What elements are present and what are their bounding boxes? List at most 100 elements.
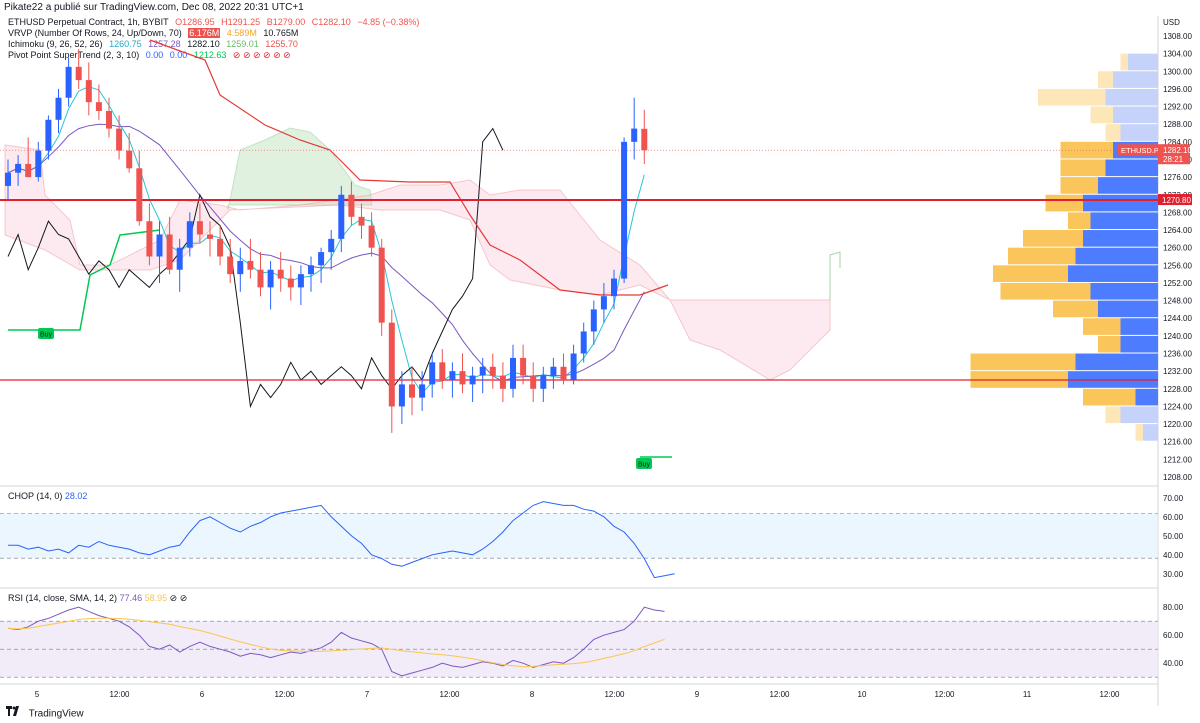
candle-body xyxy=(641,128,648,151)
candle-body xyxy=(530,375,537,389)
candle-body xyxy=(479,366,486,376)
price-tick-label: 1240.00 xyxy=(1163,332,1192,341)
volume-profile-up xyxy=(1068,265,1158,282)
rsi-line xyxy=(7,606,665,677)
volume-profile-down xyxy=(970,353,1076,371)
buy-label: Buy xyxy=(40,332,53,339)
ichimoku-cloud-red xyxy=(4,144,831,381)
symbol-title: ETHUSD Perpetual Contract, 1h, BYBIT xyxy=(8,17,169,27)
price-tick-label: 1228.00 xyxy=(1163,385,1192,394)
supertrend-line xyxy=(8,229,161,331)
rsi-band xyxy=(0,621,1158,678)
candle-body xyxy=(106,110,112,129)
symbol-legend[interactable]: ETHUSD Perpetual Contract, 1h, BYBIT O12… xyxy=(8,17,423,28)
volume-profile-down xyxy=(1068,212,1091,230)
candle-body xyxy=(378,247,385,323)
candle-body xyxy=(540,375,547,389)
candle-body xyxy=(55,97,62,120)
candle-body xyxy=(388,322,395,407)
candle-body xyxy=(85,80,92,103)
supertrend-markers: ⊘ ⊘ ⊘ ⊘ ⊘ ⊘ xyxy=(232,50,291,60)
price-tick-label: 1220.00 xyxy=(1163,420,1192,429)
last-price-badge xyxy=(1158,144,1190,165)
volume-profile-up xyxy=(1120,406,1158,424)
candle-body xyxy=(217,238,224,257)
volume-profile-up xyxy=(1075,247,1158,265)
volume-profile-up xyxy=(1105,88,1158,106)
time-tick-label: 10 xyxy=(858,690,867,699)
rsi-value: 77.46 xyxy=(119,593,143,603)
volume-profile-down xyxy=(1045,194,1083,212)
volume-profile-down xyxy=(1060,177,1098,194)
price-tick-label: 1264.00 xyxy=(1163,226,1192,235)
volume-profile-down xyxy=(1083,388,1136,406)
volume-profile-up xyxy=(1120,335,1158,353)
chop-legend[interactable]: CHOP (14, 0) 28.02 xyxy=(8,491,87,501)
rsi-markers: ⊘ ⊘ xyxy=(169,593,188,603)
level-price-label: 1270.80 xyxy=(1162,196,1191,205)
buy-signal-label: Buy xyxy=(636,458,652,469)
supertrend-v2: 0.00 xyxy=(169,50,188,60)
ichimoku-v3: 1282.10 xyxy=(187,39,220,49)
price-tick-label: 1284.00 xyxy=(1163,138,1192,147)
candle-body xyxy=(196,221,203,235)
ohlc-high: H1291.25 xyxy=(221,17,261,27)
candle-body xyxy=(247,260,254,270)
rsi-tick-label: 80.00 xyxy=(1163,603,1184,612)
rsi-title: RSI (14, close, SMA, 14, 2) xyxy=(8,593,118,603)
time-tick-label: 12:00 xyxy=(439,690,460,699)
candle-body xyxy=(207,234,213,239)
time-axis[interactable]: 5 12:00 6 12:00 7 12:00 8 12:00 9 12:00 10 12:00 11 1… xyxy=(35,690,1120,699)
buy-badge xyxy=(636,458,652,469)
candle-body xyxy=(510,357,516,389)
price-axis[interactable]: USD 1308.00 1304.00 1300.00 1296.00 1292.00 12… xyxy=(1118,18,1192,482)
volume-profile-down xyxy=(1008,247,1076,265)
volume-profile-down xyxy=(993,265,1068,282)
vrvp-title: VRVP (Number Of Rows, 24, Up/Down, 70) xyxy=(8,28,182,38)
volume-profile-down xyxy=(1023,230,1083,247)
symbol-price-label: ETHUSD.P xyxy=(1121,146,1159,155)
candle-body xyxy=(126,150,133,169)
rsi-ma-value: 58.95 xyxy=(144,593,168,603)
ichimoku-legend[interactable]: Ichimoku (9, 26, 52, 26) 1260.75 1257.28… xyxy=(8,39,302,50)
candle-body xyxy=(439,362,446,380)
volume-profile-up xyxy=(1120,124,1158,141)
candle-body xyxy=(257,269,264,288)
tradingview-brand: TradingView xyxy=(28,708,84,720)
candle-body xyxy=(409,384,415,398)
chop-line xyxy=(8,501,675,579)
volume-profile-down xyxy=(1090,106,1113,124)
buy-label: Buy xyxy=(638,462,651,469)
volume-profile-down xyxy=(1000,282,1091,300)
price-tick-label: 1308.00 xyxy=(1163,32,1192,41)
time-tick-label: 6 xyxy=(200,690,205,699)
rsi-tick-label: 40.00 xyxy=(1163,659,1184,668)
candle-body xyxy=(368,225,375,248)
last-price-label: 1282.10 xyxy=(1163,146,1192,155)
time-tick-label: 8 xyxy=(530,690,535,699)
supertrend-title: Pivot Point SuperTrend (2, 3, 10) xyxy=(8,50,140,60)
candle-body xyxy=(600,296,607,310)
symbol-price-badge xyxy=(1118,144,1158,156)
tradingview-logo-icon xyxy=(6,706,22,722)
time-tick-label: 11 xyxy=(1023,690,1032,699)
vrvp-total: 10.765M xyxy=(263,28,299,38)
candle-body xyxy=(318,252,325,266)
price-tick-label: 1248.00 xyxy=(1163,297,1192,306)
candle-body xyxy=(611,278,617,297)
ohlc-low: B1279.00 xyxy=(266,17,306,27)
supertrend-legend[interactable]: Pivot Point SuperTrend (2, 3, 10) 0.00 0… xyxy=(8,50,295,61)
ohlc-open: O1286.95 xyxy=(175,17,215,27)
vrvp-legend[interactable]: VRVP (Number Of Rows, 24, Up/Down, 70) 6… xyxy=(8,28,302,39)
rsi-legend[interactable]: RSI (14, close, SMA, 14, 2) 77.46 58.95 … xyxy=(8,593,187,604)
candlestick-series xyxy=(5,49,648,433)
candle-body xyxy=(489,366,496,376)
time-tick-label: 12:00 xyxy=(604,690,625,699)
candle-body xyxy=(590,309,597,332)
candle-body xyxy=(116,128,123,151)
candle-body xyxy=(95,102,102,111)
ichimoku-lagging-extension xyxy=(829,251,841,300)
candle-body xyxy=(136,168,143,222)
volume-profile-down xyxy=(1135,424,1143,441)
